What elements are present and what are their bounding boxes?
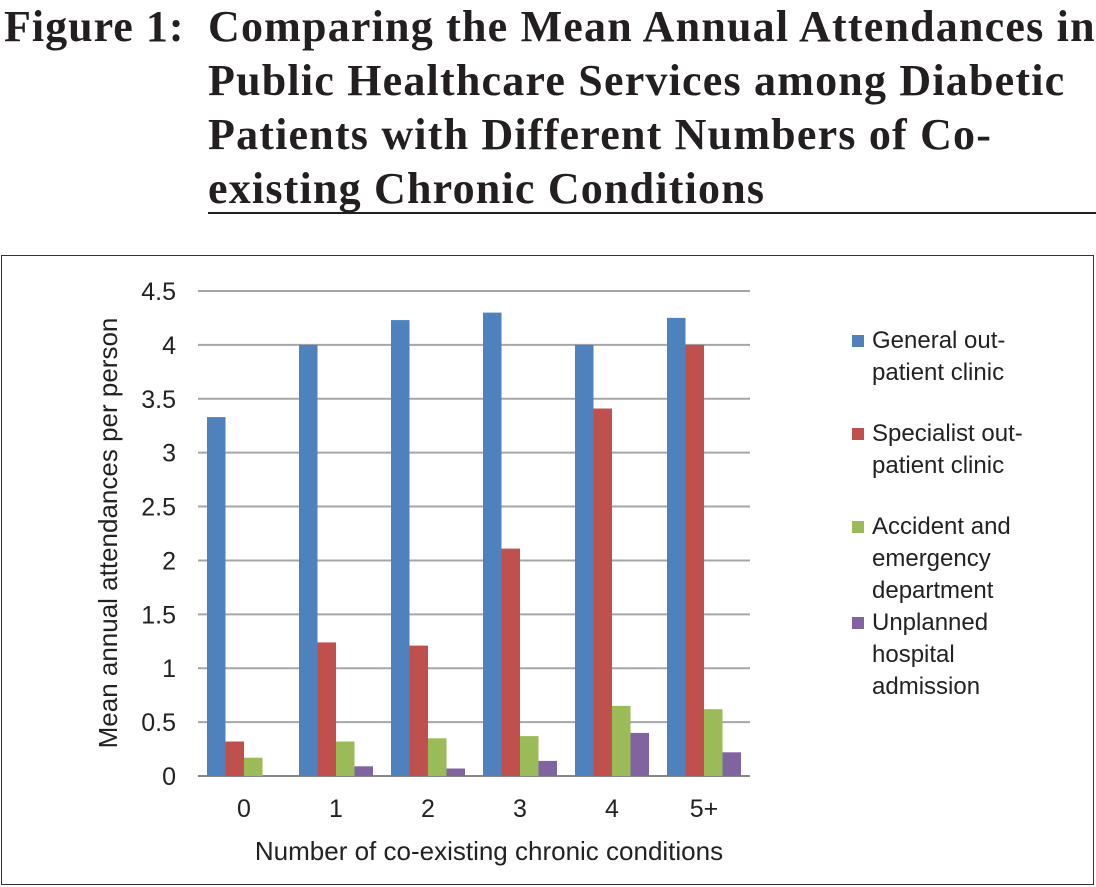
y-tick-label: 4 — [162, 332, 176, 360]
x-tick-label: 5+ — [690, 795, 719, 823]
y-tick-label: 1.5 — [141, 601, 176, 629]
legend-label: Unplanned hospital admission — [872, 609, 989, 700]
bar — [354, 766, 373, 776]
bar — [409, 645, 428, 776]
figure-header: Figure 1: Comparing the Mean Annual Atte… — [0, 0, 1096, 220]
y-tick-label: 4.5 — [141, 278, 176, 306]
figure-title: Comparing the Mean Annual Attendances in… — [208, 2, 1096, 213]
legend-swatch — [852, 428, 864, 440]
y-axis-title: Mean annual attendances per person — [93, 318, 123, 749]
x-tick-label: 2 — [421, 795, 435, 823]
figure-label: Figure 1: — [4, 2, 185, 51]
bar — [538, 760, 557, 776]
bar — [207, 417, 226, 776]
bar — [612, 705, 631, 776]
y-tick-label: 2.5 — [141, 494, 176, 522]
bar — [593, 408, 612, 776]
bar — [391, 320, 410, 776]
x-tick-label: 3 — [513, 795, 527, 823]
bar — [667, 317, 686, 776]
y-tick-label: 0.5 — [141, 709, 176, 737]
bars — [207, 312, 741, 776]
gridlines — [198, 290, 750, 777]
legend-item: Accident and emergency department — [852, 511, 1092, 607]
legend-swatch — [852, 617, 864, 629]
bar — [428, 738, 447, 776]
x-axis-title: Number of co-existing chronic conditions — [255, 836, 723, 866]
y-tick-label: 0 — [162, 763, 176, 791]
bar — [225, 741, 244, 776]
y-tick-label: 3 — [162, 440, 176, 468]
legend-label: Accident and emergency department — [872, 513, 1011, 604]
bar — [244, 757, 263, 776]
legend-swatch — [852, 335, 864, 347]
bar — [722, 752, 741, 776]
title-divider — [208, 212, 1096, 214]
bar — [704, 709, 723, 776]
bar — [685, 344, 704, 776]
legend-label: General out-patient clinic — [872, 327, 1006, 386]
bar — [336, 741, 355, 776]
bar — [575, 344, 594, 776]
bar — [299, 344, 318, 776]
legend-item: Specialist out-patient clinic — [852, 418, 1092, 482]
bar — [317, 642, 336, 776]
bar — [520, 736, 539, 776]
bar — [483, 312, 502, 776]
y-tick-label: 2 — [162, 547, 176, 575]
x-tick-labels: 0 1 2 3 4 5+ — [237, 795, 718, 823]
legend-item: Unplanned hospital admission — [852, 607, 1092, 703]
y-tick-labels: 0 0.5 1 1.5 2 2.5 3 3.5 4 4.5 — [141, 278, 176, 791]
x-tick-label: 1 — [329, 795, 343, 823]
chart-frame — [1, 255, 1094, 885]
bar — [630, 732, 649, 776]
x-tick-label: 4 — [605, 795, 619, 823]
y-tick-label: 1 — [162, 655, 176, 683]
legend-label: Specialist out-patient clinic — [872, 420, 1023, 479]
x-tick-label: 0 — [237, 795, 251, 823]
legend-swatch — [852, 521, 864, 533]
legend-item: General out-patient clinic — [852, 325, 1092, 389]
bar — [501, 548, 520, 776]
legend: General out-patient clinic Specialist out… — [852, 325, 1092, 703]
y-tick-label: 3.5 — [141, 386, 176, 414]
bar — [446, 768, 465, 776]
